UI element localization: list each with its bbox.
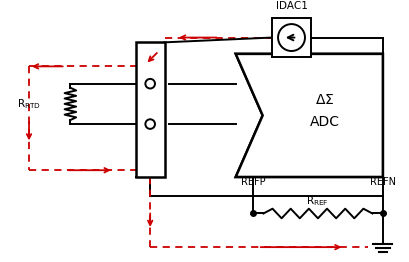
Polygon shape — [236, 54, 383, 177]
Bar — [272, 18, 311, 57]
Text: IDAC1: IDAC1 — [276, 1, 308, 11]
Text: R$_{\mathregular{RTD}}$: R$_{\mathregular{RTD}}$ — [17, 97, 41, 111]
Circle shape — [145, 79, 155, 89]
Circle shape — [145, 119, 155, 129]
Circle shape — [278, 24, 305, 51]
Polygon shape — [236, 54, 383, 177]
Text: R$_{\mathregular{REF}}$: R$_{\mathregular{REF}}$ — [306, 194, 329, 208]
Text: REFP: REFP — [241, 177, 265, 187]
Text: REFN: REFN — [370, 177, 396, 187]
Bar — [136, 42, 164, 177]
Text: $\Delta\Sigma$: $\Delta\Sigma$ — [315, 93, 335, 107]
Text: ADC: ADC — [310, 115, 340, 129]
